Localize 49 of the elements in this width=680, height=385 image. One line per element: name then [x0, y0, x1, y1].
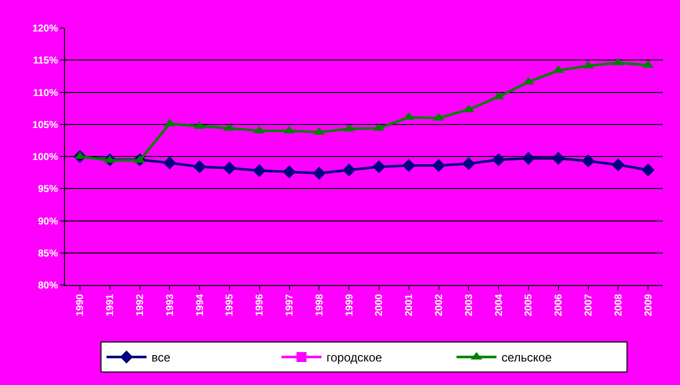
x-tick-label: 1990 — [75, 294, 86, 316]
x-tick-label: 2005 — [524, 294, 535, 316]
point — [492, 153, 506, 166]
y-tick-label: 85% — [38, 248, 58, 260]
x-tick-label: 1997 — [284, 294, 296, 316]
x-tick-label: 2008 — [613, 294, 624, 316]
x-tick-label: 1998 — [314, 294, 326, 316]
point — [282, 165, 296, 178]
y-tick-label: 95% — [38, 184, 58, 196]
x-tick-label: 2004 — [494, 294, 505, 316]
x-tick-label: 1991 — [105, 294, 116, 316]
y-tick-label: 115% — [32, 56, 58, 67]
x-tick-label: 2006 — [554, 294, 565, 316]
point — [402, 159, 416, 172]
x-tick-label: 1995 — [224, 294, 236, 316]
x-tick-label: 2001 — [404, 294, 416, 316]
x-tick-label: 1994 — [194, 294, 206, 316]
y-tick-label: 90% — [38, 216, 58, 228]
point — [462, 157, 476, 170]
x-tick-label: 1992 — [135, 294, 146, 316]
x-tick-label: 2000 — [374, 294, 386, 316]
point — [312, 166, 326, 180]
y-tick-label: 105% — [32, 120, 58, 131]
point — [163, 156, 176, 170]
point — [252, 164, 266, 178]
x-tick-label: 2002 — [434, 294, 445, 316]
point — [552, 152, 565, 165]
y-tick-label: 80% — [38, 280, 58, 292]
x-tick-label: 1996 — [254, 294, 266, 316]
y-tick-label: 110% — [32, 88, 58, 99]
legend-label: городское — [326, 350, 382, 365]
legend-label: все — [152, 350, 171, 365]
x-tick-label: 2007 — [584, 294, 594, 316]
y-tick-label: 120% — [32, 24, 58, 34]
point — [582, 154, 595, 168]
x-tick-label: 1999 — [344, 294, 356, 316]
x-tick-label: 2003 — [464, 294, 475, 316]
point — [432, 159, 446, 172]
point — [522, 152, 535, 165]
point — [612, 158, 625, 172]
point — [642, 163, 655, 176]
point — [193, 160, 206, 174]
x-tick-label: 2009 — [643, 294, 654, 316]
legend-label: сельское — [502, 350, 552, 365]
point — [222, 162, 236, 175]
x-tick-label: 1993 — [164, 294, 176, 316]
point — [342, 163, 356, 176]
y-tick-label: 100% — [32, 152, 58, 163]
point — [372, 160, 386, 174]
